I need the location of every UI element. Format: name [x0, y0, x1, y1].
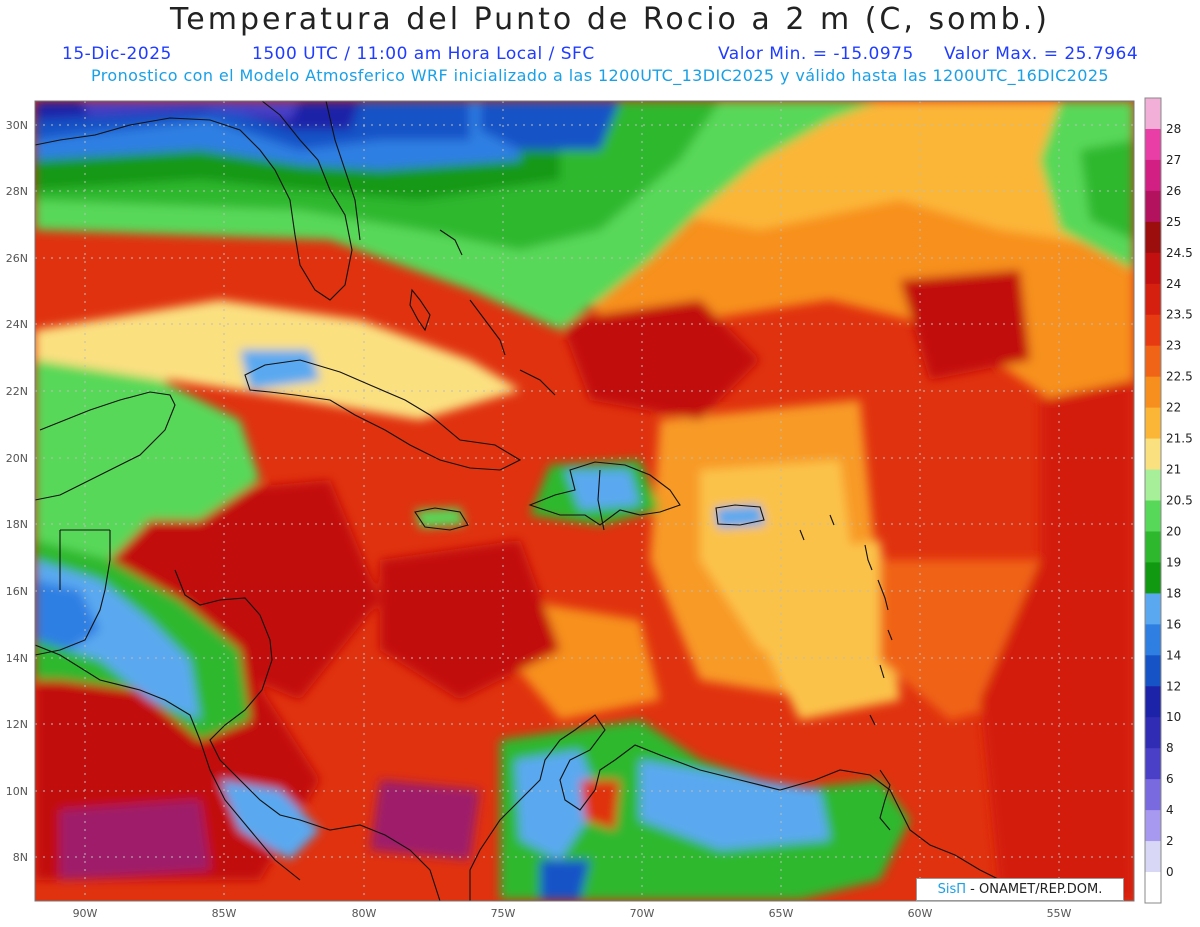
colorbar-swatch [1145, 469, 1161, 501]
colorbar-swatch [1145, 531, 1161, 563]
colorbar-swatch [1145, 872, 1161, 904]
lat-label: 12N [6, 718, 28, 731]
colorbar-swatch [1145, 748, 1161, 780]
colorbar-label: 4 [1166, 803, 1174, 817]
lat-label: 16N [6, 585, 28, 598]
colorbar-swatch [1145, 655, 1161, 687]
lon-label: 55W [1047, 907, 1072, 920]
lon-label: 85W [212, 907, 237, 920]
lat-label: 10N [6, 785, 28, 798]
colorbar-label: 21.5 [1166, 432, 1193, 446]
colorbar-label: 6 [1166, 772, 1174, 786]
forecast-date: 15-Dic-2025 [62, 44, 172, 64]
colorbar-label: 24 [1166, 277, 1181, 291]
lon-label: 90W [73, 907, 98, 920]
colorbar-label: 27 [1166, 153, 1181, 167]
colorbar-swatch [1145, 376, 1161, 409]
colorbar-label: 8 [1166, 741, 1174, 755]
colorbar-label: 18 [1166, 586, 1181, 600]
colorbar-frame [1144, 97, 1162, 904]
colorbar-label: 12 [1166, 679, 1181, 693]
min-value: Valor Min. = -15.0975 [718, 44, 914, 64]
field-shading [35, 101, 1134, 901]
colorbar-label: 24.5 [1166, 246, 1193, 260]
colorbar-swatch [1145, 159, 1161, 192]
colorbar-label: 22 [1166, 401, 1181, 415]
lat-label: 30N [6, 119, 28, 132]
credit-label: SisΠ - ONAMET/REP.DOM. [916, 878, 1124, 901]
lon-label: 60W [908, 907, 933, 920]
colorbar-swatch [1145, 438, 1161, 471]
colorbar-swatch [1145, 562, 1161, 594]
lat-label: 22N [6, 385, 28, 398]
colorbar-swatch [1145, 810, 1161, 842]
colorbar-label: 10 [1166, 710, 1181, 724]
model-info-line: Pronostico con el Modelo Atmosferico WRF… [91, 66, 1109, 85]
lat-label: 26N [6, 252, 28, 265]
colorbar-swatch [1145, 190, 1161, 223]
colorbar-label: 16 [1166, 617, 1181, 631]
forecast-time: 1500 UTC / 11:00 am Hora Local / SFC [252, 44, 595, 64]
lat-label: 24N [6, 318, 28, 331]
max-value: Valor Max. = 25.7964 [944, 44, 1139, 64]
colorbar-label: 20 [1166, 524, 1181, 538]
coastlines [35, 101, 1021, 901]
longitude-labels: 90W 85W 80W 75W 70W 65W 60W 55W [73, 907, 1072, 920]
colorbar-swatch [1145, 314, 1161, 347]
lat-label: 14N [6, 652, 28, 665]
colorbar-swatch [1145, 98, 1161, 130]
colorbar-swatch [1145, 221, 1161, 254]
colorbar-label: 26 [1166, 184, 1181, 198]
lon-label: 75W [491, 907, 516, 920]
colorbar-swatch [1145, 717, 1161, 749]
colorbar-swatch [1145, 283, 1161, 316]
colorbar-label: 23 [1166, 339, 1181, 353]
colorbar-label: 20.5 [1166, 494, 1193, 508]
colorbar-swatch [1145, 779, 1161, 811]
colorbar-swatch [1145, 500, 1161, 532]
colorbar-label: 28 [1166, 122, 1181, 136]
latitude-labels: 30N 28N 26N 24N 22N 20N 18N 16N 14N 12N … [6, 119, 28, 864]
lat-label: 18N [6, 518, 28, 531]
lat-label: 20N [6, 452, 28, 465]
map-title: Temperatura del Punto de Rocio a 2 m (C,… [170, 2, 1050, 37]
colorbar-swatch [1145, 128, 1161, 161]
colorbar-swatch [1145, 624, 1161, 656]
colorbar-label: 23.5 [1166, 308, 1193, 322]
colorbar-label: 14 [1166, 648, 1181, 662]
graticule [35, 101, 1134, 901]
sispi-logo: SisΠ [937, 882, 967, 897]
plot-frame [34, 100, 1135, 902]
colorbar-label: 0 [1166, 865, 1174, 879]
colorbar-swatch [1145, 686, 1161, 718]
colorbar-swatch [1145, 345, 1161, 378]
colorbar-label: 25 [1166, 215, 1181, 229]
lon-label: 80W [352, 907, 377, 920]
colorbar-label: 21 [1166, 463, 1181, 477]
colorbar: 2827262524.52423.52322.52221.52120.52019… [1144, 97, 1193, 904]
colorbar-swatch [1145, 407, 1161, 440]
colorbar-label: 19 [1166, 555, 1181, 569]
credit-text: - ONAMET/REP.DOM. [966, 882, 1103, 897]
lat-label: 28N [6, 185, 28, 198]
lon-label: 70W [630, 907, 655, 920]
colorbar-swatch [1145, 841, 1161, 873]
colorbar-swatch [1145, 593, 1161, 625]
colorbar-label: 22.5 [1166, 370, 1193, 384]
lat-label: 8N [13, 851, 28, 864]
lon-label: 65W [769, 907, 794, 920]
colorbar-swatch [1145, 252, 1161, 285]
colorbar-label: 2 [1166, 834, 1174, 848]
